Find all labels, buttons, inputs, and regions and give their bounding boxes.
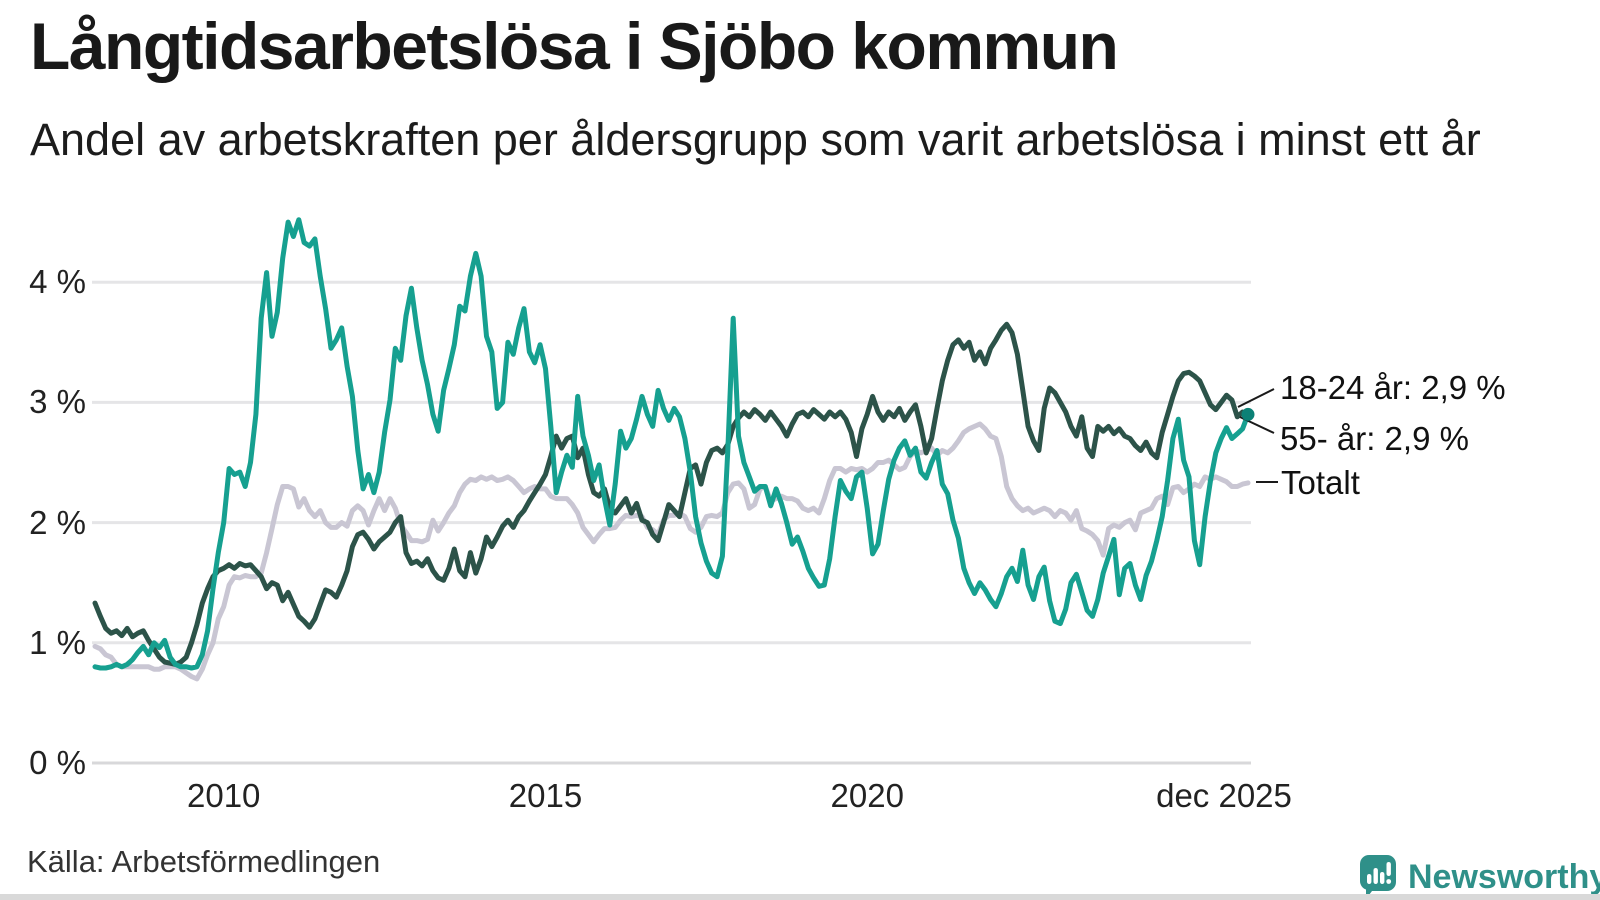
brand-name: Newsworthy (1408, 858, 1600, 896)
source-note: Källa: Arbetsförmedlingen (27, 844, 381, 879)
y-tick-label-0: 0 % (29, 744, 86, 781)
chart-subtitle: Andel av arbetskraften per åldersgrupp s… (30, 114, 1481, 165)
annotation-totalt: Totalt (1281, 464, 1360, 501)
endpoint-dot (1241, 407, 1255, 421)
y-tick-label-1: 1 % (29, 623, 86, 661)
series-line-totalt (92, 421, 1251, 682)
bottom-divider (0, 894, 1600, 900)
y-tick-label-2: 2 % (29, 503, 86, 541)
y-tick-label-3: 3 % (29, 383, 86, 421)
x-tick-label-2015: 2015 (508, 777, 583, 814)
x-tick-label-2020: 2020 (830, 777, 904, 814)
x-tick-label-2010: 2010 (186, 777, 261, 814)
newsworthy-logo-icon (1360, 855, 1396, 899)
x-tick-label-dec-2025: dec 2025 (1156, 777, 1292, 814)
page-title: Långtidsarbetslösa i Sjöbo kommun (30, 9, 1119, 83)
annotation-18-24: 18-24 år: 2,9 % (1280, 369, 1506, 406)
series-line-55-r (92, 321, 1251, 667)
callout-line-18-24 (1237, 388, 1275, 408)
y-tick-label-4: 4 % (29, 263, 86, 301)
annotation-55: 55- år: 2,9 % (1280, 420, 1469, 457)
series-line-18-24-r (92, 217, 1251, 671)
